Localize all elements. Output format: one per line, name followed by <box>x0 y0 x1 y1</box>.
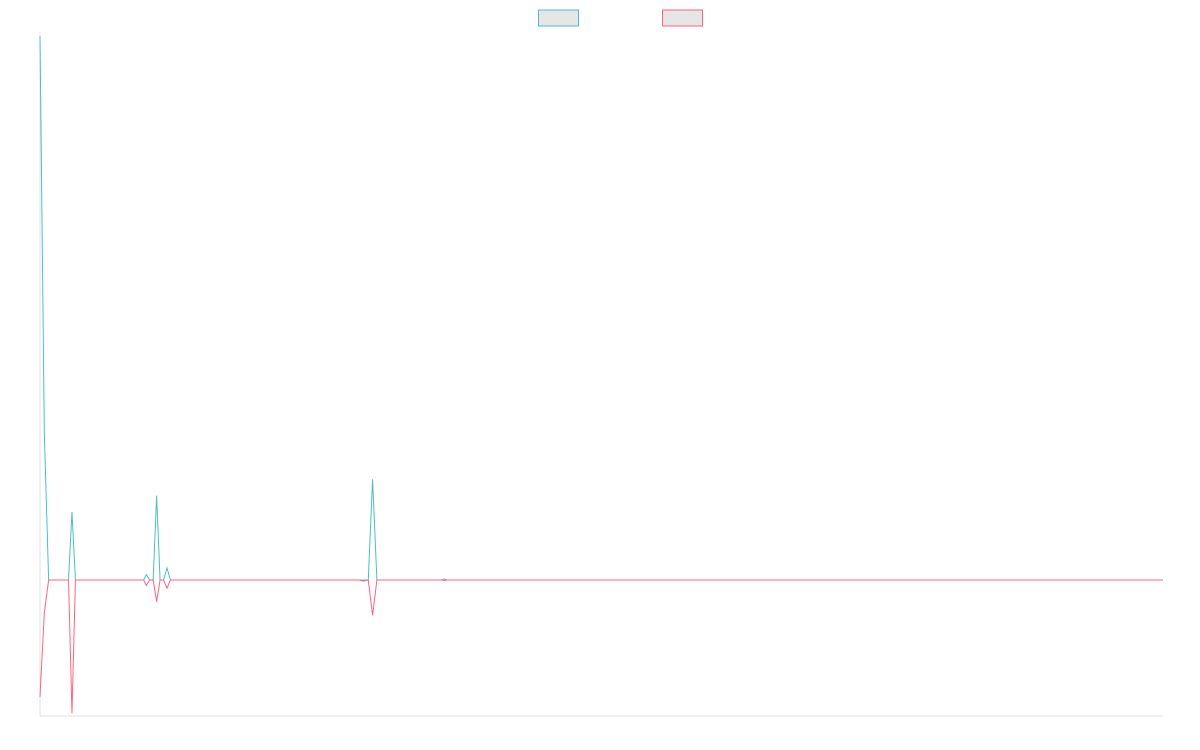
chart-axes <box>39 32 1163 717</box>
chart-legend[interactable] <box>538 9 703 27</box>
series-line-1 <box>39 35 1163 581</box>
plot-area <box>39 35 1163 714</box>
legend-swatch-2[interactable] <box>662 9 703 27</box>
series-line-2 <box>39 579 1163 714</box>
legend-swatch-1[interactable] <box>538 9 579 27</box>
